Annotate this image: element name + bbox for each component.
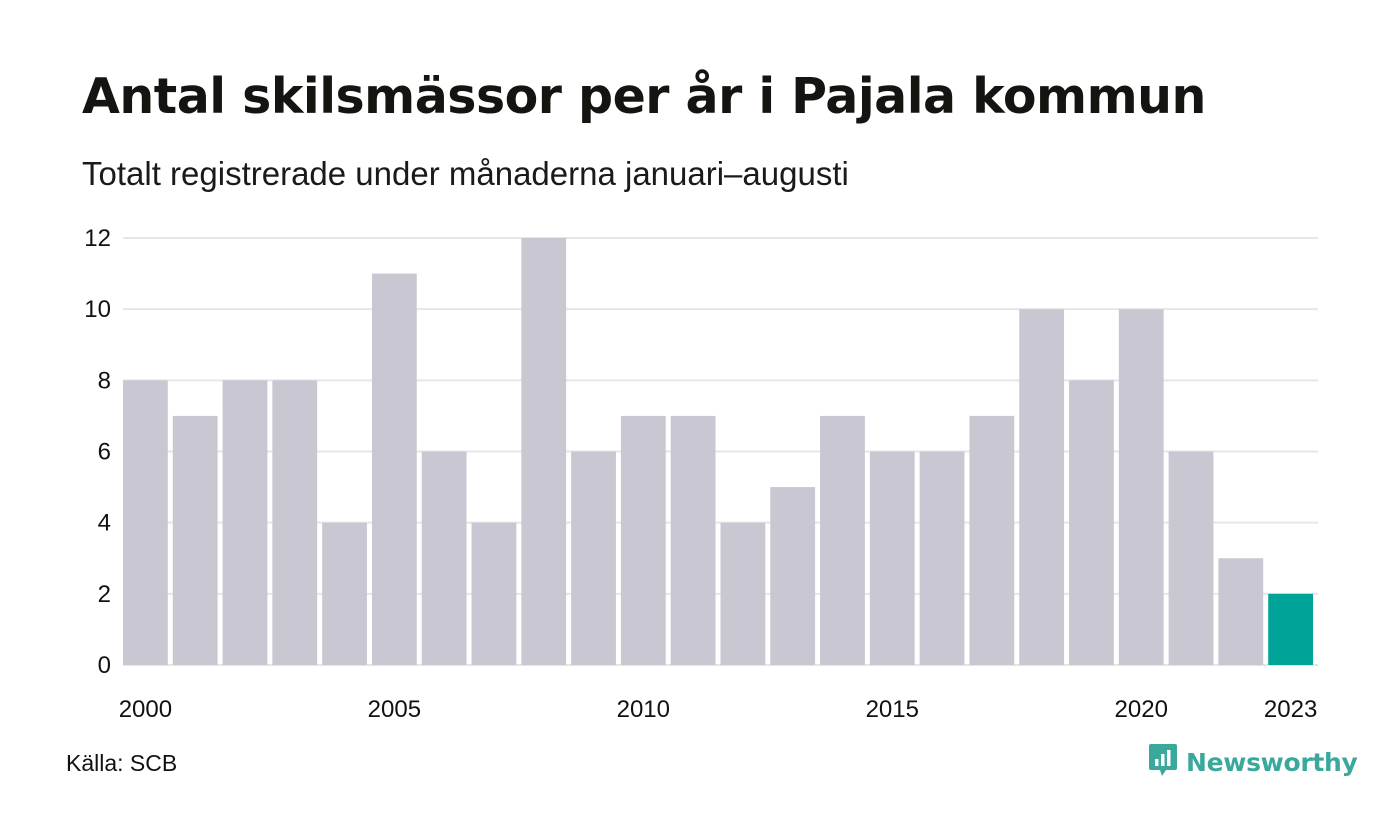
brand-name: Newsworthy bbox=[1186, 748, 1358, 777]
chart-title: Antal skilsmässor per år i Pajala kommun bbox=[82, 68, 1206, 125]
bar-2008 bbox=[521, 238, 567, 665]
bar-2003 bbox=[272, 380, 318, 665]
source-note: Källa: SCB bbox=[66, 750, 178, 776]
bar-2006 bbox=[421, 451, 467, 665]
bar-2004 bbox=[322, 522, 367, 665]
bar-2013 bbox=[770, 487, 816, 665]
x-tick-label: 2000 bbox=[119, 696, 172, 723]
y-tick-label: 0 bbox=[98, 652, 111, 679]
y-tick-label: 6 bbox=[98, 439, 111, 466]
bar-2021 bbox=[1168, 451, 1214, 665]
bar-2012 bbox=[720, 522, 766, 665]
x-tick-label: 2005 bbox=[368, 696, 421, 723]
bar-2023 bbox=[1268, 593, 1313, 665]
newsworthy-logo-icon bbox=[1148, 742, 1178, 783]
bar-2020 bbox=[1118, 309, 1164, 665]
x-tick-label: 2020 bbox=[1115, 696, 1168, 723]
chart-subtitle: Totalt registrerade under månaderna janu… bbox=[82, 155, 849, 192]
bar-2010 bbox=[620, 415, 666, 665]
y-tick-label: 2 bbox=[98, 581, 111, 608]
bar-2009 bbox=[571, 451, 616, 665]
y-tick-label: 4 bbox=[98, 510, 111, 537]
bar-2002 bbox=[222, 380, 268, 665]
y-tick-label: 12 bbox=[84, 225, 111, 252]
bar-2019 bbox=[1069, 380, 1114, 665]
bar-2015 bbox=[869, 451, 915, 665]
bar-2016 bbox=[919, 451, 965, 665]
y-axis-ticks: 0 2 4 6 8 10 12 bbox=[84, 225, 111, 679]
x-axis-ticks: 2000 2005 2010 2015 2020 2023 bbox=[119, 696, 1318, 723]
bar-2014 bbox=[820, 415, 865, 665]
bar-2022 bbox=[1218, 558, 1264, 665]
newsworthy-brand[interactable]: Newsworthy bbox=[1148, 742, 1358, 783]
bar-2011 bbox=[670, 415, 716, 665]
bar-2007 bbox=[471, 522, 517, 665]
bar-2017 bbox=[969, 415, 1015, 665]
y-tick-label: 10 bbox=[84, 296, 111, 323]
x-tick-label: 2023 bbox=[1264, 696, 1317, 723]
bar-2001 bbox=[172, 415, 218, 665]
bars bbox=[123, 238, 1313, 665]
bar-2005 bbox=[371, 273, 417, 665]
bar-2000 bbox=[123, 380, 168, 665]
y-tick-label: 8 bbox=[98, 367, 111, 394]
x-tick-label: 2010 bbox=[617, 696, 670, 723]
bar-2018 bbox=[1019, 309, 1065, 665]
x-tick-label: 2015 bbox=[866, 696, 919, 723]
